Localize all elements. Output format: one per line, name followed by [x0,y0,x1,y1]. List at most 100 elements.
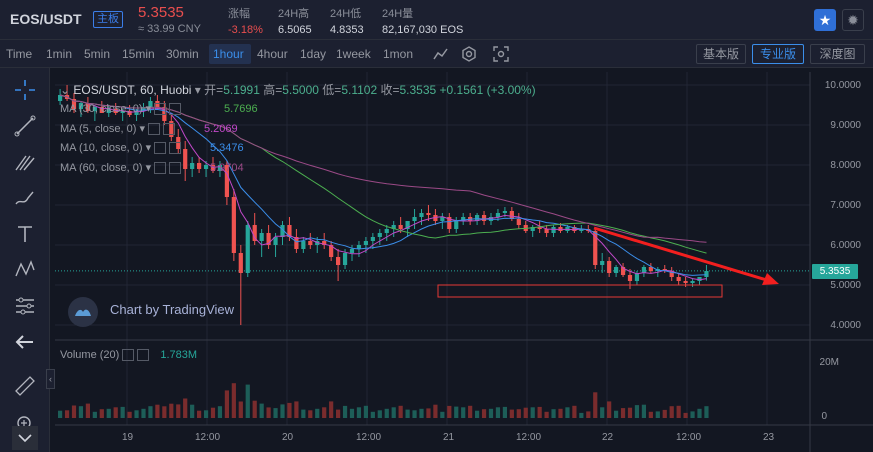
volume-legend[interactable]: Volume (20) 1.783M [60,349,198,362]
candle-body [412,217,417,221]
measure-icon[interactable] [11,292,39,320]
volume-bar [641,404,646,418]
candle-body [183,149,188,169]
ma10-legend[interactable]: MA (10, close, 0) ▾ 5.3476 [60,142,244,155]
y-tick: 7.0000 [830,200,861,211]
pair-name[interactable]: EOS/USDT [10,11,82,27]
volume-bar [155,404,160,418]
volume-bar [71,405,77,418]
sun-icon[interactable]: ✹ [842,9,864,31]
x-tick: 19 [122,432,134,443]
y-tick: 9.0000 [830,120,861,131]
volume-bar [697,408,702,418]
y-tick: 6.0000 [830,240,861,251]
candle-body [502,211,507,213]
chart-legend: ⌄ EOS/USDT, 60, Huobi ▾ 开=5.1991 高=5.500… [60,83,536,97]
tf-4hour[interactable]: 4hour [257,47,288,61]
tf-1week[interactable]: 1week [336,47,371,61]
tf-30min[interactable]: 30min [166,47,199,61]
ruler-icon[interactable] [11,372,39,400]
brush-icon[interactable] [11,184,39,212]
volume-bar [127,411,132,418]
tf-time[interactable]: Time [6,47,33,61]
crosshair-icon[interactable] [11,76,39,104]
tf-1day[interactable]: 1day [300,47,327,61]
mode-depth-button[interactable]: 深度图 [810,44,865,64]
volume-bar [544,411,549,418]
volume-bar [600,407,605,418]
candle-body [697,277,702,281]
volume-bar [64,410,70,418]
volume-bar [572,405,577,418]
volume-bar [231,383,236,418]
tf-1hour[interactable]: 1hour [213,47,244,61]
candle-body [551,227,556,233]
volume-bar [197,410,202,418]
volume-bar [551,409,556,418]
tf-1mon[interactable]: 1mon [383,47,414,61]
volume-bar [634,405,640,418]
stat-24h-low: 24H低 4.8353 [330,8,364,36]
ma60-legend[interactable]: MA (60, close, 0) ▾ 5.9704 [60,162,244,175]
candle-body [447,217,452,229]
volume-bar [148,406,153,418]
collapse-panel-button[interactable]: ‹ [46,369,55,389]
candle-body [607,261,612,273]
x-tick: 12:00 [195,432,221,443]
ma10-line [59,94,707,276]
volume-bar [356,407,362,418]
volume-bar [203,410,209,418]
mode-pro-button[interactable]: 专业版 [752,44,804,64]
volume-bar [690,411,695,418]
ma5-value: 5.2069 [204,123,238,135]
pattern-icon[interactable] [11,256,39,284]
x-tick: 12:00 [516,432,542,443]
symbol-line[interactable]: EOS/USDT, 60, Huobi [73,83,192,97]
volume-bar [301,409,306,418]
tf-15min[interactable]: 15min [122,47,155,61]
volume-bar [273,408,278,418]
volume-bar [294,401,299,418]
open-value: 5.1991 [223,83,260,97]
ma30-legend[interactable]: MA (30, close, 0) ▾ 5.7696 [60,103,258,116]
volume-bar [259,403,264,418]
collapse-icon[interactable]: ⌄ [60,83,71,97]
fib-icon[interactable] [11,148,39,176]
mode-basic-button[interactable]: 基本版 [696,44,746,64]
volume-bar [475,410,480,418]
volume-bar [516,409,521,418]
volume-bar [683,412,688,418]
volume-bar [627,407,633,418]
candle-body [308,241,313,245]
text-icon[interactable] [11,220,39,248]
candle-body [245,225,250,273]
tf-5min[interactable]: 5min [84,47,111,61]
candle-body [454,221,459,229]
candle-body [266,233,271,245]
volume-bar [85,403,90,418]
volume-bar [113,407,118,418]
ma5-legend[interactable]: MA (5, close, 0) ▾ 5.2069 [60,123,238,136]
candle-body [134,111,139,115]
tf-1min[interactable]: 1min [46,47,73,61]
settings-icon[interactable] [460,45,478,63]
volume-bar [620,408,626,418]
screenshot-icon[interactable] [492,45,510,63]
close-value: 5.3535 [399,83,437,97]
trendline-icon[interactable] [11,112,39,140]
candle-body [544,229,549,233]
candle-body [92,107,97,111]
volume-bar [238,401,243,418]
volume-bar [363,405,368,418]
chevron-down-icon[interactable] [12,426,38,450]
star-icon[interactable]: ★ [814,9,836,31]
back-arrow-icon[interactable] [11,328,39,356]
candle-body [391,225,396,229]
candle-body [704,271,709,277]
volume-bar [537,406,542,418]
candle-body [287,225,292,237]
volume-bar [245,384,250,418]
indicator-icon[interactable] [432,45,450,63]
volume-bar [405,409,410,418]
